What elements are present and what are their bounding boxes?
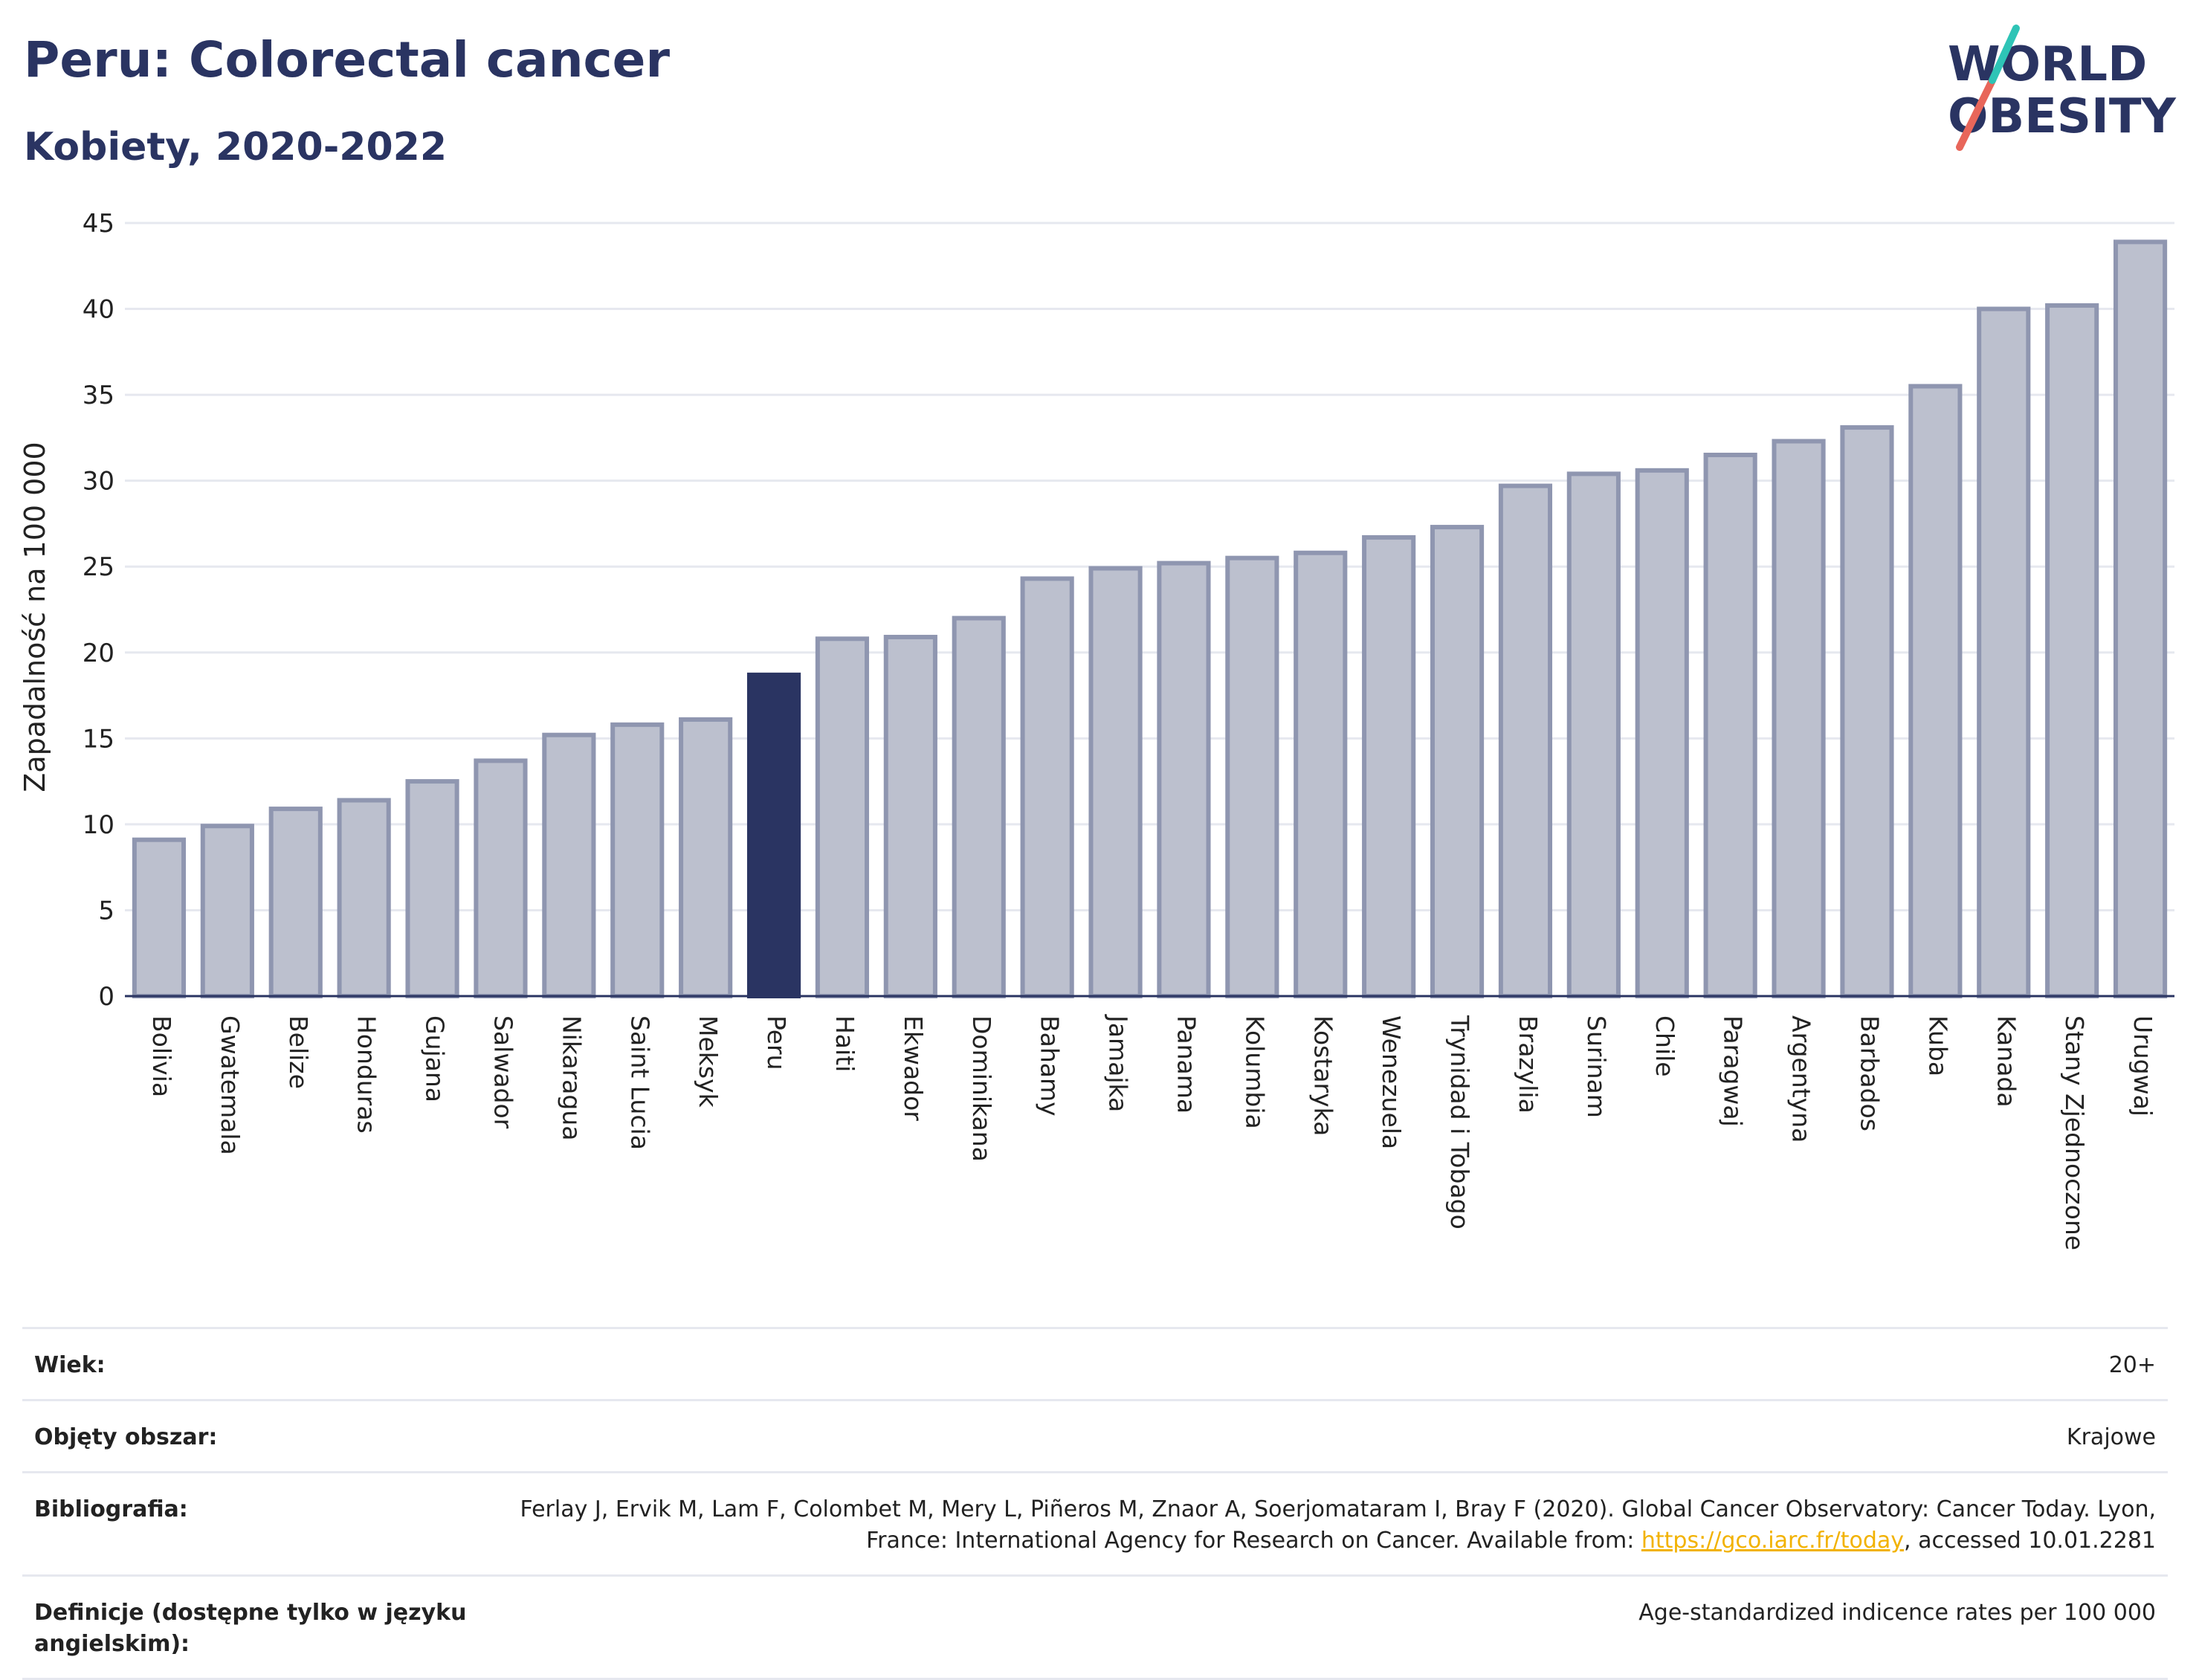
x-tick-label: Panama xyxy=(1172,1015,1201,1114)
y-tick-label: 40 xyxy=(83,295,114,325)
x-tick-label: Honduras xyxy=(352,1015,381,1134)
bar-brazylia xyxy=(1498,483,1553,998)
meta-key-age: Wiek: xyxy=(34,1352,106,1378)
bar-chile xyxy=(1635,468,1689,998)
bar-argentyna xyxy=(1772,439,1826,998)
bar-stany-zjednoczone xyxy=(2045,303,2099,998)
bar-barbados xyxy=(1840,425,1894,998)
x-tick-label: Nikaragua xyxy=(557,1015,586,1140)
bar-chart: 0 5 10 15 20 25 30 35 40 45 Bolivia Gwatemala Beliz… xyxy=(19,209,2174,1250)
x-tick-label: Haiti xyxy=(830,1015,859,1072)
x-tick-label: Paragwaj xyxy=(1719,1015,1748,1127)
y-axis-ticks: 0 5 10 15 20 25 30 35 40 45 xyxy=(83,209,114,1012)
x-tick-label: Barbados xyxy=(1855,1015,1884,1131)
meta-key-bibliography: Bibliografia: xyxy=(34,1496,188,1522)
bar-kuba xyxy=(1908,384,1963,998)
y-tick-label: 30 xyxy=(83,467,114,497)
x-tick-label: Belize xyxy=(284,1015,313,1089)
x-tick-label: Kanada xyxy=(1992,1015,2021,1108)
y-tick-label: 25 xyxy=(83,552,114,582)
bar-kostaryka xyxy=(1294,550,1348,998)
x-tick-label: Stany Zjednoczone xyxy=(2060,1015,2089,1250)
x-tick-label: Wenezuela xyxy=(1377,1015,1406,1149)
logo-text-world: WORLD xyxy=(1948,37,2147,92)
meta-row-bibliography: Bibliografia: Ferlay J, Ervik M, Lam F, … xyxy=(22,1471,2168,1574)
x-tick-label: Brazylia xyxy=(1514,1015,1543,1114)
meta-row-coverage: Objęty obszar: Krajowe xyxy=(22,1399,2168,1471)
x-tick-label: Bolivia xyxy=(147,1015,176,1097)
meta-value-bibliography: Ferlay J, Ervik M, Lam F, Colombet M, Me… xyxy=(480,1494,2156,1557)
bar-saint-lucia xyxy=(610,722,665,998)
bar-kanada xyxy=(1977,306,2031,998)
y-tick-label: 35 xyxy=(83,381,114,410)
bibliography-accessed: , accessed 10.01.2281 xyxy=(1904,1528,2156,1554)
meta-value-coverage: Krajowe xyxy=(2066,1424,2156,1450)
x-tick-label: Surinam xyxy=(1582,1015,1611,1118)
x-tick-label: Argentyna xyxy=(1787,1015,1816,1143)
bars xyxy=(132,239,2168,999)
y-tick-label: 45 xyxy=(83,209,114,239)
meta-key-coverage: Objęty obszar: xyxy=(34,1424,218,1450)
meta-row-age: Wiek: 20+ xyxy=(22,1327,2168,1399)
bibliography-text: Ferlay J, Ervik M, Lam F, Colombet M, Me… xyxy=(520,1496,2156,1554)
bar-meksyk xyxy=(679,717,733,999)
x-tick-label: Ekwador xyxy=(899,1015,928,1121)
bar-wenezuela xyxy=(1362,534,1416,998)
x-tick-label: Chile xyxy=(1650,1015,1679,1077)
y-axis-title: Zapadalność na 100 000 xyxy=(19,442,51,792)
y-tick-label: 10 xyxy=(83,810,114,840)
x-tick-label: Gwatemala xyxy=(216,1015,245,1155)
bar-honduras xyxy=(337,798,391,998)
x-tick-label: Bahamy xyxy=(1036,1015,1065,1117)
bar-gwatemala xyxy=(200,824,254,998)
x-tick-label: Trynidad i Tobago xyxy=(1445,1015,1474,1230)
x-tick-label: Jamajka xyxy=(1104,1014,1133,1112)
y-tick-label: 5 xyxy=(98,896,114,925)
bar-bahamy xyxy=(1020,576,1074,998)
x-tick-label: Saint Lucia xyxy=(625,1015,654,1150)
bar-surinam xyxy=(1566,471,1621,998)
x-tick-label: Gujana xyxy=(421,1015,450,1102)
chart-title: Peru: Colorectal cancer xyxy=(24,31,670,88)
x-axis-labels: Bolivia Gwatemala Belize Honduras Gujana Salw… xyxy=(147,1014,2157,1250)
bar-salwador xyxy=(474,758,528,999)
bar-belize xyxy=(268,807,323,998)
chart-subtitle: Kobiety, 2020-2022 xyxy=(24,125,448,169)
bar-nikaragua xyxy=(542,732,596,998)
metadata-table: Wiek: 20+ Objęty obszar: Krajowe Bibliog… xyxy=(22,1327,2168,1680)
bar-jamajka xyxy=(1088,566,1143,998)
bar-ekwador xyxy=(883,634,937,998)
bar-haiti xyxy=(815,636,870,998)
x-tick-label: Peru xyxy=(762,1015,791,1070)
bar-dominikana xyxy=(952,616,1006,998)
bibliography-link[interactable]: https://gco.iarc.fr/today xyxy=(1641,1528,1905,1554)
world-obesity-logo: WORLD OBESITY xyxy=(1948,25,2176,151)
bar-trynidad-i-tobago xyxy=(1430,525,1485,998)
bar-peru xyxy=(746,672,801,998)
meta-value-definitions: Age-standardized indicence rates per 100… xyxy=(1638,1600,2156,1626)
meta-row-definitions: Definicje (dostępne tylko w języku angie… xyxy=(22,1574,2168,1680)
logo-slash-teal xyxy=(1989,25,2020,84)
y-tick-label: 20 xyxy=(83,639,114,668)
meta-value-age: 20+ xyxy=(2108,1352,2156,1378)
bar-kolumbia xyxy=(1225,555,1279,998)
x-tick-label: Meksyk xyxy=(694,1015,723,1108)
x-tick-label: Salwador xyxy=(488,1015,517,1129)
x-tick-label: Kostaryka xyxy=(1308,1015,1337,1136)
bar-gujana xyxy=(405,779,459,998)
meta-key-definitions: Definicje (dostępne tylko w języku angie… xyxy=(34,1600,467,1657)
x-tick-label: Kuba xyxy=(1923,1015,1952,1076)
logo-slash-red xyxy=(1956,77,1996,151)
y-tick-label: 0 xyxy=(98,982,114,1012)
bar-paragwaj xyxy=(1703,453,1757,998)
bar-bolivia xyxy=(132,837,187,998)
x-tick-label: Kolumbia xyxy=(1240,1015,1269,1129)
bar-urugwaj xyxy=(2113,239,2168,998)
x-tick-label: Dominikana xyxy=(967,1015,996,1162)
y-tick-label: 15 xyxy=(83,724,114,754)
bar-panama xyxy=(1157,560,1211,998)
x-tick-label: Urugwaj xyxy=(2128,1015,2157,1117)
